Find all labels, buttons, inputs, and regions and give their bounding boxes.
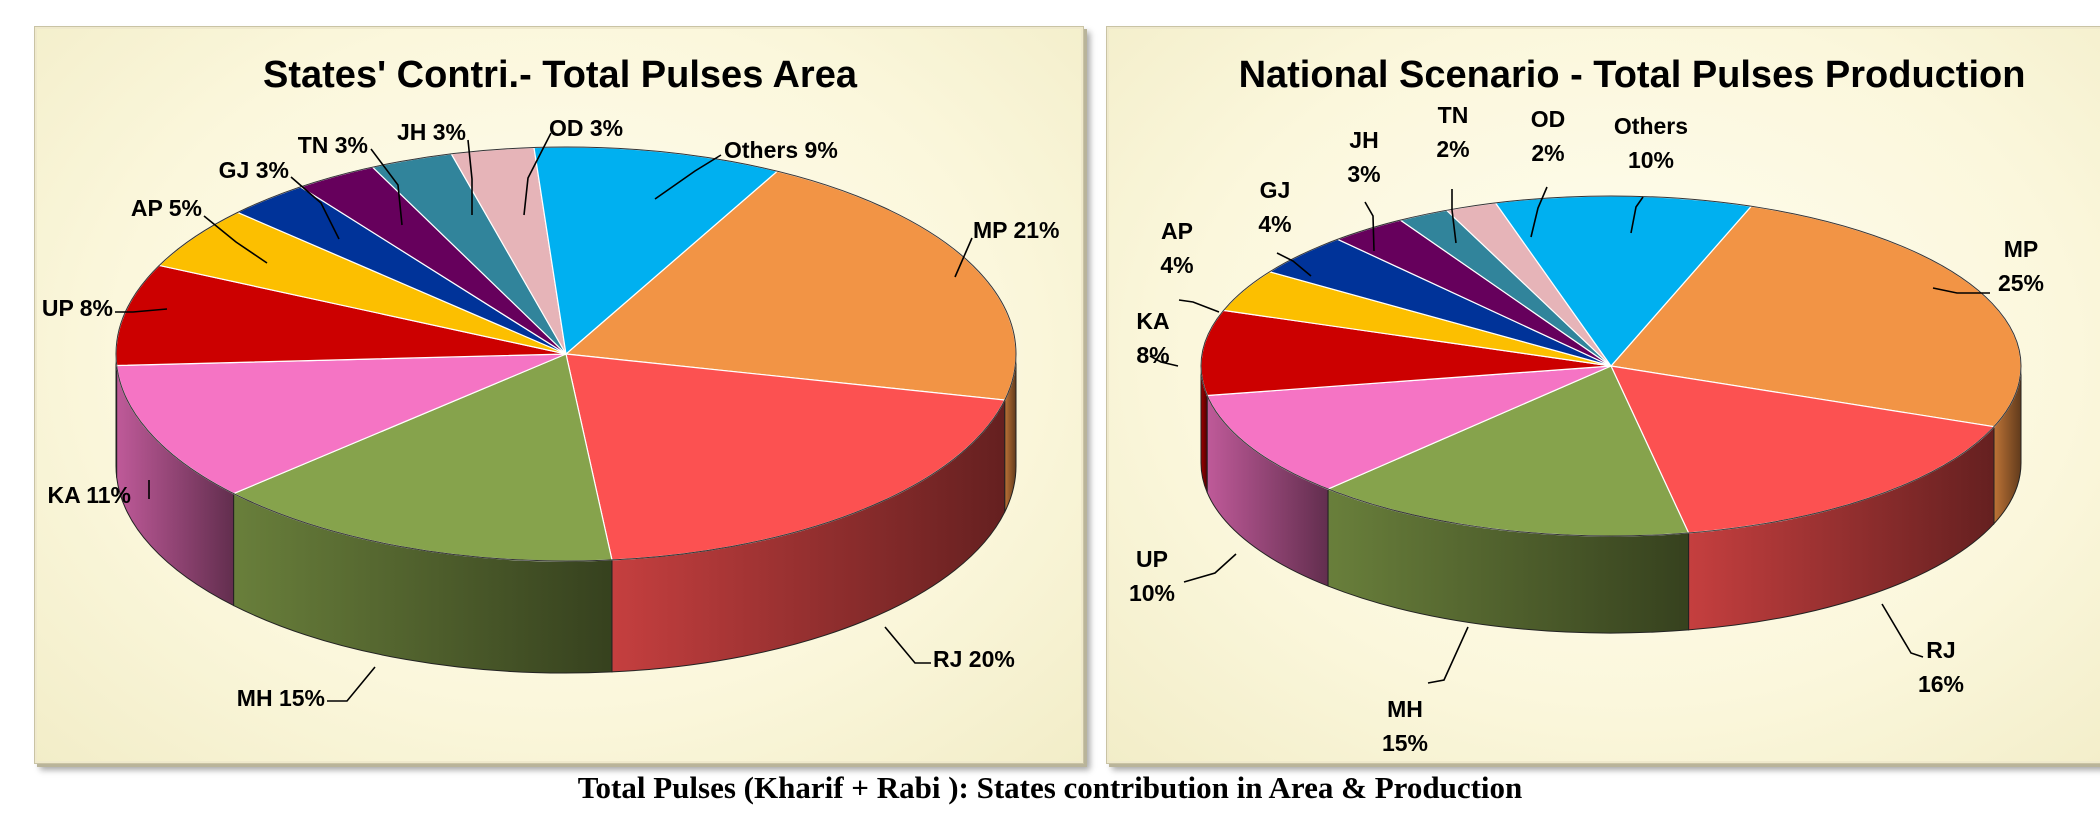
leader-line-gj-3 [290,176,340,240]
leader-line-jh-3 [467,139,473,215]
pie-label-od: OD 2% [1531,106,1566,166]
production-chart-panel: National Scenario - Total Pulses Product… [1106,26,2100,764]
area-chart-title: States' Contri.- Total Pulses Area [263,54,858,96]
leader-line-ap-5 [203,215,268,264]
leader-line-gj [1276,252,1312,277]
leader-line-jh [1364,201,1375,252]
pie-rim [115,146,1017,562]
production-chart-title: National Scenario - Total Pulses Product… [1239,54,2026,96]
pie-label-ka-11: KA 11% [47,482,131,508]
pie-label-others: Others 10% [1614,113,1688,173]
pie-label-mh-15: MH 15% [237,685,325,711]
leader-line-rj [1881,603,1924,658]
pie-label-up: UP 10% [1129,546,1175,606]
leader-line-up [1183,553,1237,583]
area-pie-labels: MP 21% RJ 20% MH 15% KA 11% UP 8% AP 5% GJ 3% T… [42,115,1060,711]
leader-line-tn-3 [370,148,403,226]
pie-label-gj-3: GJ 3% [219,157,289,183]
pie-label-jh-3: JH 3% [397,119,466,145]
area-pie-chart: States' Contri.- Total Pulses Area MP 21… [42,54,1060,711]
pie-label-jh: JH 3% [1347,127,1380,187]
production-pie-labels: MP 25% RJ 16% MH 15% UP 10% KA 8% AP 4% GJ 4% JH 3% TN 2%… [1129,102,2044,756]
pie-label-mp: MP 25% [1998,236,2044,296]
leader-line-up-8 [115,308,168,313]
leader-line-mp [1932,287,1990,294]
leader-line-others [1630,196,1644,234]
leader-line-mh-15 [327,666,376,702]
pie-rim [1200,195,2022,537]
pie-label-ap-5: AP 5% [131,195,202,221]
area-pie-slices [115,146,1017,674]
leader-line-mp-21 [954,237,973,278]
pie-label-tn-3: TN 3% [298,132,368,158]
pie-label-up-8: UP 8% [42,295,113,321]
production-pie-chart: National Scenario - Total Pulses Product… [1129,54,2044,756]
leader-line-ka [1149,355,1179,367]
pie-label-ap: AP 4% [1160,218,1193,278]
pie-label-ka: KA 8% [1136,308,1169,368]
leader-line-od-3 [523,132,552,216]
pie-label-others-9: Others 9% [724,137,838,163]
leader-line-tn [1451,189,1457,244]
leader-line-ap [1178,299,1220,313]
pie-label-rj: RJ 16% [1918,637,1964,697]
leader-line-mh [1427,626,1469,684]
area-chart-panel: States' Contri.- Total Pulses Area MP 21… [34,26,1084,764]
production-pie-slices [1200,195,2022,634]
pie-label-gj: GJ 4% [1258,177,1291,237]
pie-label-tn: TN 2% [1436,102,1469,162]
leader-line-others-9 [654,154,722,200]
pie-label-mh: MH 15% [1382,696,1428,756]
pie-label-od-3: OD 3% [549,115,623,141]
figure-caption: Total Pulses (Kharif + Rabi ): States co… [577,770,1523,805]
pie-label-rj-20: RJ 20% [933,646,1015,672]
leader-line-od [1530,186,1548,238]
pie-label-mp-21: MP 21% [973,217,1060,243]
leader-line-rj-20 [884,626,931,664]
